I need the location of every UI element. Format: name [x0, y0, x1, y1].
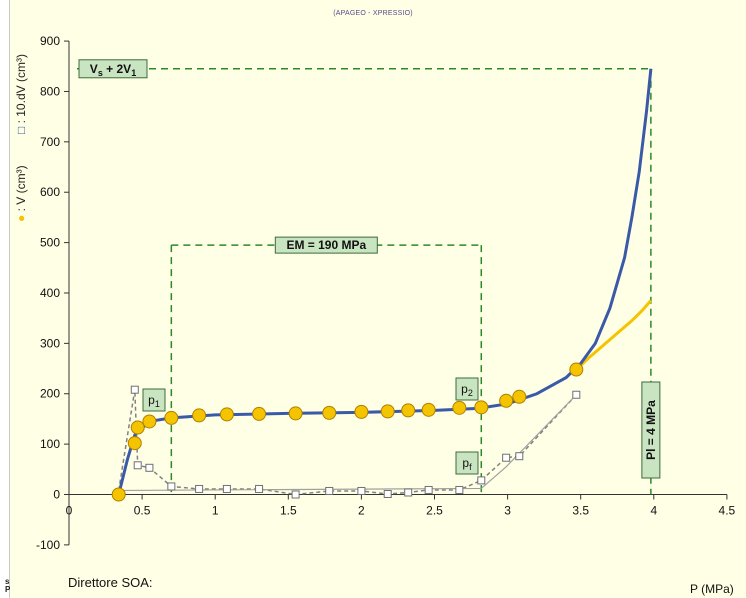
y-tick-label: 800	[40, 84, 60, 98]
dv-point-marker	[222, 484, 231, 493]
dv-point-marker	[167, 482, 176, 491]
x-tick-label: 2	[358, 504, 365, 518]
p2-label-box	[455, 377, 479, 401]
x-tick-label: 2.5	[426, 504, 443, 518]
x-tick-label: 3	[504, 504, 511, 518]
dv-point-marker	[291, 490, 300, 499]
pl-label: Pl = 4 MPa	[644, 400, 658, 460]
dv-point-marker	[477, 476, 486, 485]
x-tick-label: 0.5	[134, 504, 151, 518]
vs-label: Vs + 2V1	[90, 62, 136, 78]
pf-label: pf	[462, 456, 472, 472]
y-tick-label: 100	[40, 437, 60, 451]
blue-square-icon: □	[14, 126, 28, 134]
dv-point-marker	[455, 485, 464, 494]
dv-point-marker	[404, 488, 413, 497]
dv-point-marker	[255, 484, 264, 493]
volume-point-marker	[401, 403, 416, 418]
dv-point-marker	[130, 385, 139, 394]
volume-point-marker	[142, 414, 157, 429]
volume-point-marker	[354, 404, 369, 419]
chart-subtitle: (APAGEO - XPRESSIO)	[333, 10, 413, 17]
pl-label-box	[641, 381, 661, 479]
y-tick-label: 0	[53, 488, 60, 502]
y-tick-label: 700	[40, 135, 60, 149]
volume-point-marker	[452, 400, 467, 415]
volume-point-marker	[512, 389, 527, 404]
director-label: Direttore SOA:	[68, 575, 153, 590]
y-tick-label: 200	[40, 387, 60, 401]
x-tick-label: 3.5	[572, 504, 589, 518]
x-axis-label: P (MPa)	[690, 582, 734, 596]
volume-point-marker	[164, 410, 179, 425]
x-tick-label: 4	[650, 504, 657, 518]
dv-point-marker	[133, 461, 142, 470]
em-label-box	[274, 236, 378, 254]
y-axis-label-dv: □ : 10.dV (cm³)	[14, 54, 28, 134]
y-tick-label: 300	[40, 336, 60, 350]
fit-curve-blue	[117, 68, 653, 495]
volume-point-marker	[380, 404, 395, 419]
dv-point-marker	[515, 452, 524, 461]
dv-point-marker	[325, 486, 334, 495]
dv-point-marker	[572, 390, 581, 399]
fit-curve-yellow	[575, 299, 653, 371]
y-tick-label: 900	[40, 34, 60, 48]
y-tick-label: -100	[36, 538, 60, 552]
volume-point-marker	[219, 407, 234, 422]
dv-point-marker	[195, 484, 204, 493]
p1-label-box	[142, 388, 166, 412]
x-tick-label: 0	[66, 504, 73, 518]
y-tick-label: 400	[40, 286, 60, 300]
p2-label: p2	[461, 382, 473, 398]
dv-point-marker	[357, 486, 366, 495]
y-axis-label-volume-text: : V (cm³)	[14, 165, 28, 212]
volume-point-marker	[474, 400, 489, 415]
volume-point-marker	[322, 405, 337, 420]
volume-point-marker	[569, 362, 584, 377]
volume-point-marker	[288, 406, 303, 421]
vs-label-box	[78, 59, 148, 79]
volume-point-marker	[111, 487, 126, 502]
dv-point-marker	[502, 453, 511, 462]
dv-point-marker	[383, 489, 392, 498]
y-tick-label: 500	[40, 236, 60, 250]
p1-label: p1	[148, 393, 160, 409]
volume-point-marker	[421, 402, 436, 417]
pf-label-box	[455, 451, 479, 475]
volume-point-marker	[127, 436, 142, 451]
volume-point-marker	[130, 420, 145, 435]
dv-point-marker	[424, 485, 433, 494]
volume-point-marker	[192, 408, 207, 423]
yellow-dot-icon: ●	[14, 214, 28, 222]
y-tick-label: 600	[40, 185, 60, 199]
dv-trend-line	[118, 394, 577, 492]
volume-point-marker	[252, 406, 267, 421]
em-label: EM = 190 MPa	[286, 238, 366, 252]
left-margin-strip	[0, 0, 10, 598]
dv-point-marker	[145, 463, 154, 472]
y-axis-label-volume: ● : V (cm³)	[14, 165, 28, 222]
y-axis-label-dv-text: : 10.dV (cm³)	[14, 54, 28, 124]
volume-point-marker	[499, 393, 514, 408]
x-tick-label: 4.5	[719, 504, 736, 518]
x-tick-label: 1.5	[280, 504, 297, 518]
x-tick-label: 1	[212, 504, 219, 518]
